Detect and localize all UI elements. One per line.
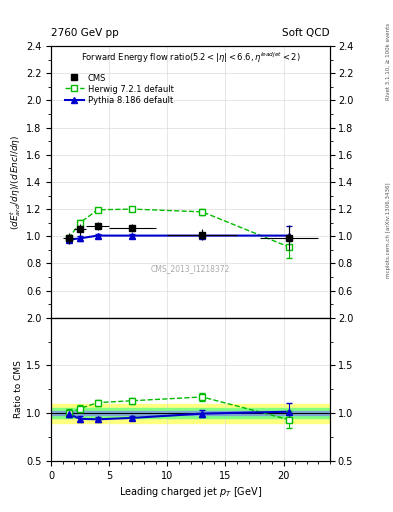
Text: 2760 GeV pp: 2760 GeV pp — [51, 28, 119, 38]
Bar — [51, 403, 330, 423]
Text: mcplots.cern.ch [arXiv:1306.3436]: mcplots.cern.ch [arXiv:1306.3436] — [386, 183, 391, 278]
Bar — [51, 409, 330, 418]
Legend: CMS, Herwig 7.2.1 default, Pythia 8.186 default: CMS, Herwig 7.2.1 default, Pythia 8.186 … — [64, 72, 175, 106]
X-axis label: Leading charged jet $p_T$ [GeV]: Leading charged jet $p_T$ [GeV] — [119, 485, 262, 499]
Text: Soft QCD: Soft QCD — [283, 28, 330, 38]
Bar — [51, 411, 330, 415]
Text: Forward Energy flow ratio$(5.2 < |\eta| < 6.6, \eta^{leadjet} < 2)$: Forward Energy flow ratio$(5.2 < |\eta| … — [81, 50, 300, 65]
Y-axis label: Ratio to CMS: Ratio to CMS — [14, 360, 23, 418]
Y-axis label: $(dE^t_{ard} / d\eta) / (d\,Encl / d\eta)$: $(dE^t_{ard} / d\eta) / (d\,Encl / d\eta… — [8, 134, 23, 229]
Text: CMS_2013_I1218372: CMS_2013_I1218372 — [151, 264, 230, 273]
Text: Rivet 3.1.10, ≥ 100k events: Rivet 3.1.10, ≥ 100k events — [386, 23, 391, 100]
